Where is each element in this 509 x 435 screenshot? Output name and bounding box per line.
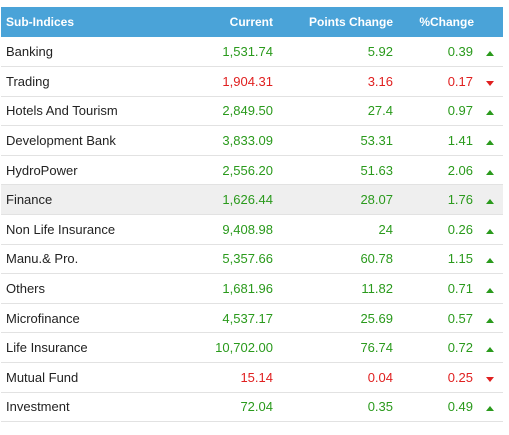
- row-percent-change: 1.15: [447, 251, 473, 267]
- row-current: 10,702.00: [215, 340, 273, 356]
- row-percent-change: 0.57: [447, 310, 473, 326]
- row-name[interactable]: Development Bank: [6, 133, 116, 149]
- row-points-change: 24: [378, 221, 393, 237]
- table-row[interactable]: Development Bank 3,833.09 53.31 1.41: [1, 126, 503, 156]
- row-points-change: 0.35: [367, 399, 393, 415]
- row-name[interactable]: Investment: [6, 399, 70, 415]
- triangle-up-icon: [486, 317, 494, 323]
- row-name[interactable]: Finance: [6, 192, 53, 208]
- row-percent-change: 1.76: [447, 192, 473, 208]
- row-name[interactable]: HydroPower: [6, 162, 78, 178]
- row-current: 5,357.66: [222, 251, 273, 267]
- row-points-change: 51.63: [360, 162, 393, 178]
- row-direction: [477, 274, 503, 304]
- row-direction: [477, 333, 503, 363]
- triangle-up-icon: [486, 288, 494, 294]
- row-direction: [477, 215, 503, 245]
- row-percent-change: 0.97: [447, 103, 473, 119]
- row-points-change: 27.4: [367, 103, 393, 119]
- triangle-up-icon: [486, 140, 494, 146]
- row-current: 1,531.74: [222, 44, 273, 60]
- row-percent-change: 2.06: [447, 162, 473, 178]
- row-name[interactable]: Banking: [6, 44, 53, 60]
- row-name[interactable]: Mutual Fund: [6, 369, 79, 385]
- table-row[interactable]: Banking 1,531.74 5.92 0.39: [1, 37, 503, 67]
- triangle-up-icon: [486, 258, 494, 264]
- row-name[interactable]: Non Life Insurance: [6, 221, 116, 237]
- row-percent-change: 0.71: [447, 281, 473, 297]
- row-current: 4,537.17: [222, 310, 273, 326]
- row-direction: [477, 392, 503, 422]
- row-current: 2,556.20: [222, 162, 273, 178]
- row-points-change: 76.74: [360, 340, 393, 356]
- row-points-change: 53.31: [360, 133, 393, 149]
- triangle-down-icon: [486, 80, 494, 86]
- row-percent-change: 0.25: [447, 369, 473, 385]
- triangle-up-icon: [486, 110, 494, 116]
- table-row[interactable]: Hotels And Tourism 2,849.50 27.4 0.97: [1, 96, 503, 126]
- table-row[interactable]: Non Life Insurance 9,408.98 24 0.26: [1, 215, 503, 245]
- triangle-up-icon: [486, 347, 494, 353]
- header-sub-indices[interactable]: Sub-Indices: [6, 15, 75, 29]
- triangle-up-icon: [486, 169, 494, 175]
- row-percent-change: 0.72: [447, 340, 473, 356]
- triangle-up-icon: [486, 51, 494, 57]
- row-current: 3,833.09: [222, 133, 273, 149]
- row-direction: [477, 96, 503, 126]
- row-percent-change: 0.17: [447, 73, 473, 89]
- row-name[interactable]: Life Insurance: [6, 340, 88, 356]
- row-points-change: 11.82: [361, 281, 393, 297]
- row-direction: [477, 37, 503, 67]
- row-name[interactable]: Microfinance: [6, 310, 80, 326]
- row-current: 15.14: [240, 369, 273, 385]
- row-current: 2,849.50: [222, 103, 273, 119]
- row-direction: [477, 363, 503, 393]
- table-row[interactable]: Finance 1,626.44 28.07 1.76: [1, 184, 503, 215]
- row-name[interactable]: Others: [6, 281, 46, 297]
- table-header-row: Sub-Indices Current Points Change %Chang…: [1, 7, 503, 37]
- row-name[interactable]: Hotels And Tourism: [6, 103, 118, 119]
- sub-indices-table: Sub-Indices Current Points Change %Chang…: [1, 7, 503, 422]
- row-direction: [477, 67, 503, 97]
- row-direction: [477, 155, 503, 185]
- table-row[interactable]: Manu.& Pro. 5,357.66 60.78 1.15: [1, 244, 503, 274]
- table-row[interactable]: Mutual Fund 15.14 0.04 0.25: [1, 363, 503, 393]
- table-row[interactable]: Trading 1,904.31 3.16 0.17: [1, 67, 503, 97]
- table-row[interactable]: Investment 72.04 0.35 0.49: [1, 392, 503, 422]
- row-direction: [477, 185, 503, 215]
- triangle-up-icon: [486, 228, 494, 234]
- row-points-change: 28.07: [360, 192, 393, 208]
- row-points-change: 60.78: [360, 251, 393, 267]
- row-current: 72.04: [240, 399, 273, 415]
- row-direction: [477, 303, 503, 333]
- sub-indices-panel: Sub-Indices Current Points Change %Chang…: [1, 7, 503, 422]
- table-row[interactable]: HydroPower 2,556.20 51.63 2.06: [1, 155, 503, 185]
- row-points-change: 5.92: [367, 44, 393, 60]
- header-points-change[interactable]: Points Change: [308, 15, 393, 29]
- row-percent-change: 0.49: [447, 399, 473, 415]
- row-current: 1,681.96: [222, 281, 273, 297]
- table-row[interactable]: Others 1,681.96 11.82 0.71: [1, 274, 503, 304]
- triangle-down-icon: [486, 376, 494, 382]
- header-current[interactable]: Current: [229, 15, 273, 29]
- row-points-change: 3.16: [367, 73, 393, 89]
- table-row[interactable]: Life Insurance 10,702.00 76.74 0.72: [1, 333, 503, 363]
- row-direction: [477, 126, 503, 156]
- row-current: 1,626.44: [222, 192, 273, 208]
- row-current: 9,408.98: [222, 221, 273, 237]
- triangle-up-icon: [486, 199, 494, 205]
- table-row[interactable]: Microfinance 4,537.17 25.69 0.57: [1, 303, 503, 333]
- row-name[interactable]: Trading: [6, 73, 50, 89]
- table-body: Banking 1,531.74 5.92 0.39 Trading 1,904.31 3.…: [1, 37, 503, 422]
- row-percent-change: 0.26: [447, 221, 473, 237]
- row-percent-change: 0.39: [447, 44, 473, 60]
- row-current: 1,904.31: [222, 73, 273, 89]
- row-direction: [477, 244, 503, 274]
- triangle-up-icon: [486, 406, 494, 412]
- header-percent-change[interactable]: %Change: [419, 15, 474, 29]
- row-percent-change: 1.41: [447, 133, 473, 149]
- row-name[interactable]: Manu.& Pro.: [6, 251, 79, 267]
- row-points-change: 0.04: [367, 369, 393, 385]
- row-points-change: 25.69: [360, 310, 393, 326]
